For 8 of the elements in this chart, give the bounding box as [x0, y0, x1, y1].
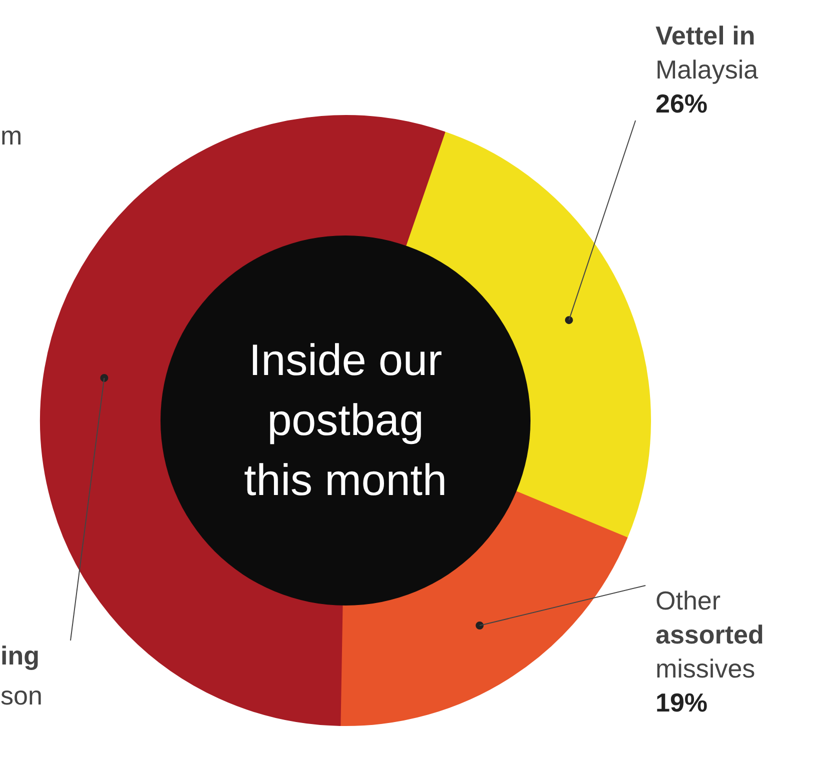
text: m: [0, 120, 22, 150]
data-label: 19%: [656, 688, 708, 718]
text: Inside our postbag this month: [244, 336, 447, 505]
slice-label: Vettel in Malaysia: [656, 20, 759, 84]
slice-label: Other assorted missives: [656, 586, 764, 684]
text: ing: [0, 640, 40, 670]
text: son: [0, 680, 42, 710]
data-label: 26%: [656, 88, 708, 118]
